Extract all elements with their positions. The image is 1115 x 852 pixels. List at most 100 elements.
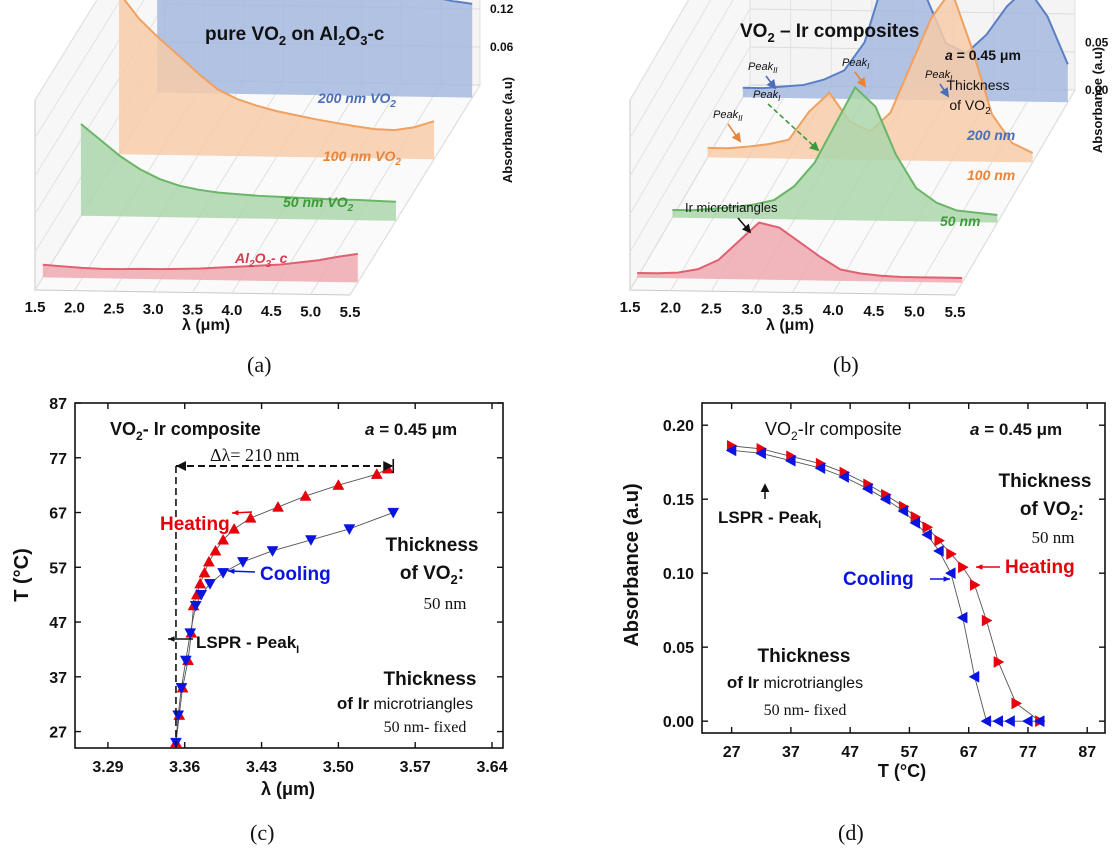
panel-b-thickness-label-2: of VO2: [949, 97, 991, 117]
gridline: [629, 46, 751, 253]
data-point: [956, 611, 968, 624]
data-point: [944, 567, 956, 580]
x-tick-label: 67: [960, 744, 978, 761]
data-point: [755, 447, 766, 460]
series-line: [742, 0, 1069, 90]
series-area: [707, 0, 1033, 163]
panel-b-title: VO2 – Ir composites: [740, 21, 919, 45]
data-point: [198, 566, 211, 578]
x-tick-label: 4.0: [823, 302, 844, 319]
series-line: [637, 221, 963, 279]
data-point: [993, 656, 1005, 668]
y-tick-label: 37: [49, 670, 67, 687]
series-label-200nm: 200 nm VO2: [317, 90, 396, 110]
x-tick-label: 5.5: [340, 304, 361, 321]
panel-c-title: VO2- Ir composite: [110, 419, 261, 443]
gridline: [34, 0, 98, 101]
x-tick-label: 3.36: [169, 759, 200, 776]
series-label-100nm: 100 nm VO2: [323, 148, 401, 168]
peak-arrow-blue-i: [939, 83, 950, 98]
gridline: [629, 8, 751, 215]
series-line: [80, 123, 396, 203]
x-tick-label: 5.0: [904, 303, 925, 320]
data-point: [195, 590, 208, 601]
data-point: [217, 533, 230, 545]
peak-label-i-3: PeakI: [925, 69, 953, 83]
x-tick-label: 2.0: [660, 300, 681, 317]
panel-d-ir-3: 50 nm- fixed: [764, 702, 847, 719]
peak-label-i-2: PeakI: [842, 57, 870, 71]
panel-d-a-value: a = 0.45 μm: [970, 420, 1062, 439]
panel-d-plot-frame: [701, 402, 1106, 734]
data-point: [175, 683, 188, 694]
peak-label-ii-1: PeakII: [713, 109, 743, 123]
caption-c: (c): [250, 820, 275, 845]
x-tick-label: 47: [841, 744, 859, 761]
gridline: [954, 89, 1076, 296]
data-point: [228, 522, 241, 534]
panel-d-title: VO2-Ir composite: [765, 419, 902, 443]
panel-c-ir-2: of Ir microtriangles: [337, 694, 473, 713]
data-point: [305, 535, 317, 546]
x-tick-label: 4.5: [261, 303, 282, 320]
data-point: [981, 614, 993, 627]
data-point: [244, 511, 257, 523]
panel-a-z-ticks: 0.060.120.180.240.30: [490, 2, 514, 54]
x-tick-label: 87: [1078, 744, 1096, 761]
series-label-200nm-b: 200 nm: [966, 127, 1015, 143]
x-tick-label: 27: [723, 744, 741, 761]
series-area: [637, 222, 963, 283]
data-point: [370, 468, 383, 479]
panel-c-x-label: λ (μm): [261, 779, 315, 799]
x-tick-label: 5.5: [945, 304, 966, 321]
x-tick-label: 4.0: [221, 302, 242, 319]
panel-d-cooling-label: Cooling: [843, 569, 914, 590]
series-area: [119, 0, 435, 160]
y-tick-label: 77: [49, 451, 67, 468]
z-tick-label: 0.06: [490, 40, 514, 54]
x-tick-label: 3.0: [143, 301, 164, 318]
gridline: [34, 0, 122, 139]
panel-b-x-label: λ (μm): [766, 317, 814, 334]
series-label-50nm-b: 50 nm: [940, 213, 980, 229]
panel-d-y-label: Absorbance (a.u): [621, 483, 643, 646]
data-point: [784, 454, 796, 467]
panel-d-marks: [725, 439, 1046, 728]
data-point: [189, 600, 202, 612]
series-line: [123, 0, 435, 132]
caption-b: (b): [833, 352, 859, 377]
panel-c-lspr-label: LSPR - PeakI: [196, 633, 299, 656]
panel-a-x-ticks: 1.5 2.0 2.5 3.0 3.5 4.0 4.5 5.0 5.5: [25, 299, 361, 321]
data-point: [897, 505, 909, 517]
x-tick-label: 37: [782, 744, 800, 761]
y-tick-label: 57: [49, 560, 67, 577]
x-tick-label: 77: [1019, 744, 1037, 761]
panel-c-y-label: T (°C): [11, 548, 33, 602]
gridline: [629, 0, 690, 101]
gridline: [349, 84, 481, 296]
delta-lambda-arrowhead: [383, 460, 394, 471]
series-area: [42, 253, 358, 283]
data-point: [980, 715, 992, 728]
data-point: [725, 444, 737, 457]
panel-b-z-ticks: 0.000.050.100.150.20: [1085, 0, 1109, 97]
gridline: [34, 0, 145, 177]
panel-a-chart: pure VO2 on Al2O3-c 200 nm VO2 100 nm VO…: [25, 0, 515, 334]
series-line: [672, 85, 998, 216]
data-point: [922, 521, 934, 534]
series-label-ir-b: Ir microtriangles: [685, 200, 778, 215]
peak-labels: PeakII PeakII PeakI PeakI PeakI: [713, 57, 953, 123]
cooling-pointer-head: [228, 568, 235, 574]
y-tick-label: 0.10: [663, 566, 694, 583]
data-point: [217, 568, 230, 579]
data-point: [202, 555, 215, 567]
x-tick-label: 3.43: [246, 759, 277, 776]
panel-a-x-label: λ (μm): [182, 317, 230, 334]
delta-lambda-arrowhead: [175, 460, 186, 471]
data-point: [299, 490, 312, 501]
data-point: [814, 462, 826, 475]
data-point: [209, 544, 222, 556]
peak-arrow-green-i: [767, 103, 820, 152]
peak-label-i-1: PeakI: [753, 89, 781, 103]
y-tick-label: 27: [49, 725, 67, 742]
